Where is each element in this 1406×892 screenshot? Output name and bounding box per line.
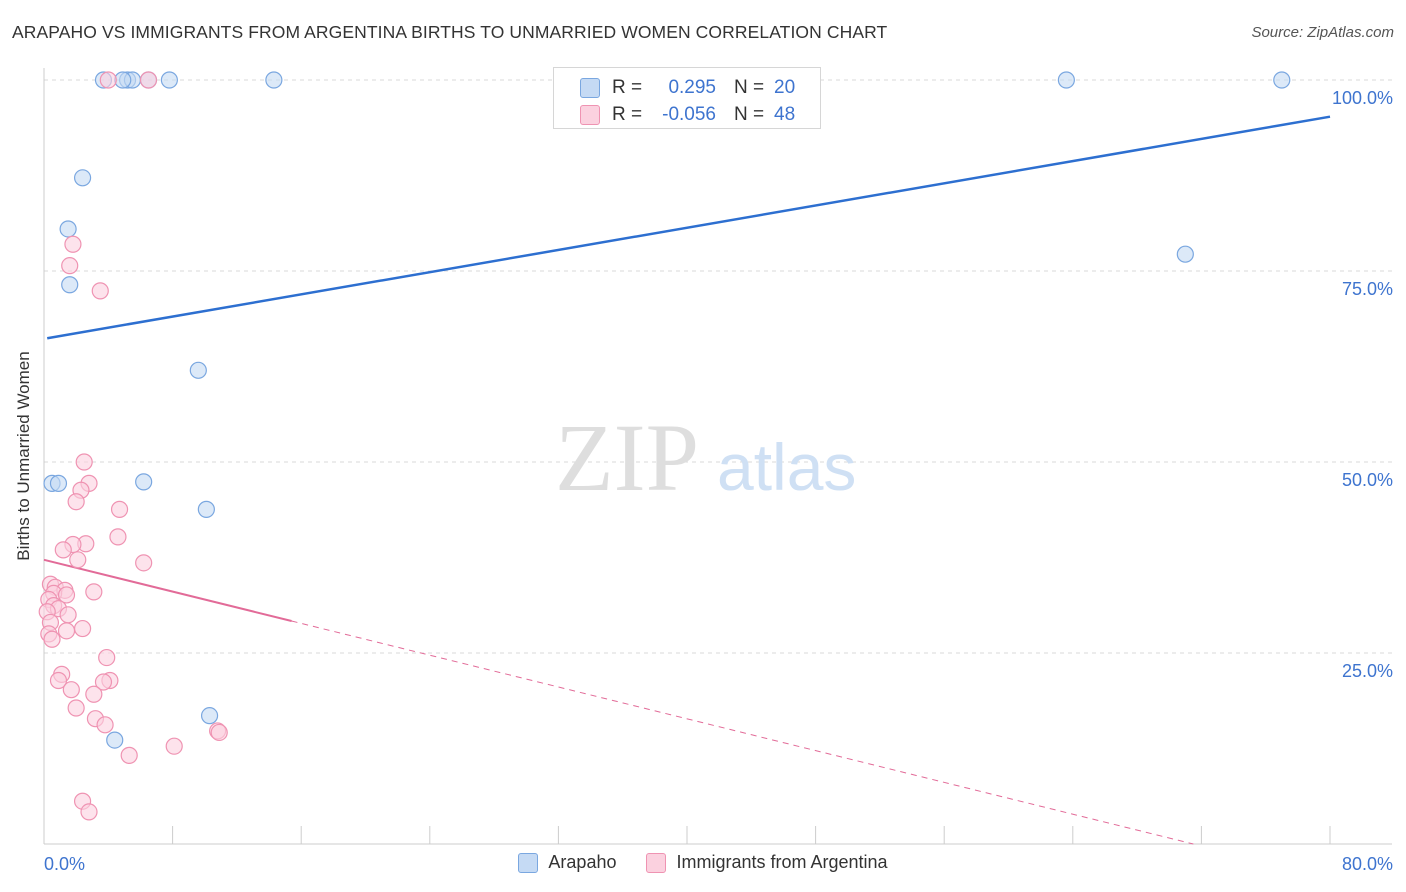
- data-point: [62, 681, 80, 699]
- data-point: [139, 71, 158, 89]
- y-tick-label: 75.0%: [1342, 279, 1393, 299]
- data-point: [85, 685, 103, 703]
- data-point: [1057, 71, 1075, 89]
- data-point: [165, 737, 183, 755]
- y-axis-label: Births to Unmarried Women: [14, 351, 33, 561]
- legend-swatch-blue: [518, 852, 539, 873]
- y-axis-label-wrap: Births to Unmarried Women: [14, 351, 38, 560]
- data-point: [210, 723, 228, 742]
- data-point: [189, 361, 207, 379]
- data-point: [49, 671, 68, 690]
- chart-title: ARAPAHO VS IMMIGRANTS FROM ARGENTINA BIR…: [12, 22, 888, 42]
- data-point: [61, 257, 79, 275]
- legend-label: Arapaho: [548, 852, 617, 872]
- data-point: [64, 235, 82, 253]
- data-point: [197, 500, 215, 518]
- r-value: -0.056: [662, 104, 716, 125]
- data-point: [49, 474, 68, 492]
- data-point: [43, 630, 61, 648]
- y-tick-label: 25.0%: [1342, 661, 1393, 681]
- legend-item-arapaho[interactable]: Arapaho: [518, 852, 616, 873]
- r-label: R =: [612, 77, 643, 98]
- trend-lines: [43, 115, 1331, 845]
- data-point: [73, 169, 92, 187]
- trend-line-arapaho: [47, 115, 1331, 340]
- data-point: [96, 716, 114, 734]
- tick-labels: 25.0% 50.0% 75.0% 100.0% 0.0% 80.0%: [44, 88, 1393, 874]
- data-point: [106, 731, 124, 749]
- data-point: [200, 707, 219, 725]
- data-point: [91, 282, 109, 300]
- data-point: [69, 551, 87, 569]
- axes: [43, 68, 1392, 845]
- data-point: [94, 673, 113, 691]
- data-point: [80, 803, 98, 821]
- data-point: [99, 71, 117, 89]
- data-point: [54, 541, 72, 559]
- data-point: [114, 71, 132, 89]
- n-value: 20: [774, 77, 796, 98]
- data-point: [57, 622, 76, 640]
- data-point: [110, 500, 129, 518]
- data-point: [1273, 71, 1291, 89]
- legend-row-arapaho: R = 0.295 N = 20: [554, 73, 820, 101]
- source-label: Source: ZipAtlas.com: [1251, 24, 1394, 41]
- legend-swatch-blue: [580, 78, 600, 98]
- legend-item-argentina[interactable]: Immigrants from Argentina: [646, 852, 888, 873]
- n-label: N =: [734, 77, 765, 98]
- legend-swatch-pink: [646, 852, 667, 873]
- data-point: [75, 453, 93, 471]
- y-tick-label: 100.0%: [1332, 88, 1393, 108]
- data-point: [59, 606, 77, 624]
- x-tick-label: 0.0%: [44, 854, 85, 874]
- watermark-zip: ZIP: [555, 404, 699, 511]
- data-point: [61, 276, 79, 294]
- data-point: [73, 619, 92, 638]
- data-point: [135, 473, 153, 491]
- data-point: [67, 699, 85, 717]
- watermark: ZIP atlas: [555, 404, 856, 511]
- n-value: 48: [774, 104, 796, 125]
- data-point: [265, 71, 283, 89]
- n-label: N =: [734, 104, 765, 125]
- y-tick-label: 50.0%: [1342, 470, 1393, 490]
- x-tick-label: 80.0%: [1342, 854, 1393, 874]
- data-point: [59, 220, 77, 238]
- correlation-legend: R = 0.295 N = 20 R = -0.056 N = 48: [553, 67, 821, 129]
- data-point: [160, 71, 178, 89]
- trend-line-extension: [291, 620, 1194, 845]
- data-point: [120, 746, 138, 764]
- data-point: [57, 586, 76, 604]
- series-legend: Arapaho Immigrants from Argentina: [0, 852, 1406, 873]
- data-point: [85, 583, 103, 601]
- watermark-atlas: atlas: [717, 430, 856, 504]
- legend-swatch-pink: [580, 105, 600, 125]
- legend-label: Immigrants from Argentina: [676, 852, 888, 872]
- r-label: R =: [612, 104, 643, 125]
- data-point: [98, 648, 116, 667]
- data-point: [135, 554, 153, 572]
- data-point: [67, 493, 85, 511]
- data-point: [1176, 245, 1194, 263]
- data-point: [109, 528, 127, 546]
- trend-line-argentina: [43, 558, 292, 622]
- legend-row-argentina: R = -0.056 N = 48: [554, 100, 820, 128]
- data-points: [38, 71, 1291, 821]
- gridlines: [44, 79, 1392, 654]
- r-value: 0.295: [668, 77, 716, 98]
